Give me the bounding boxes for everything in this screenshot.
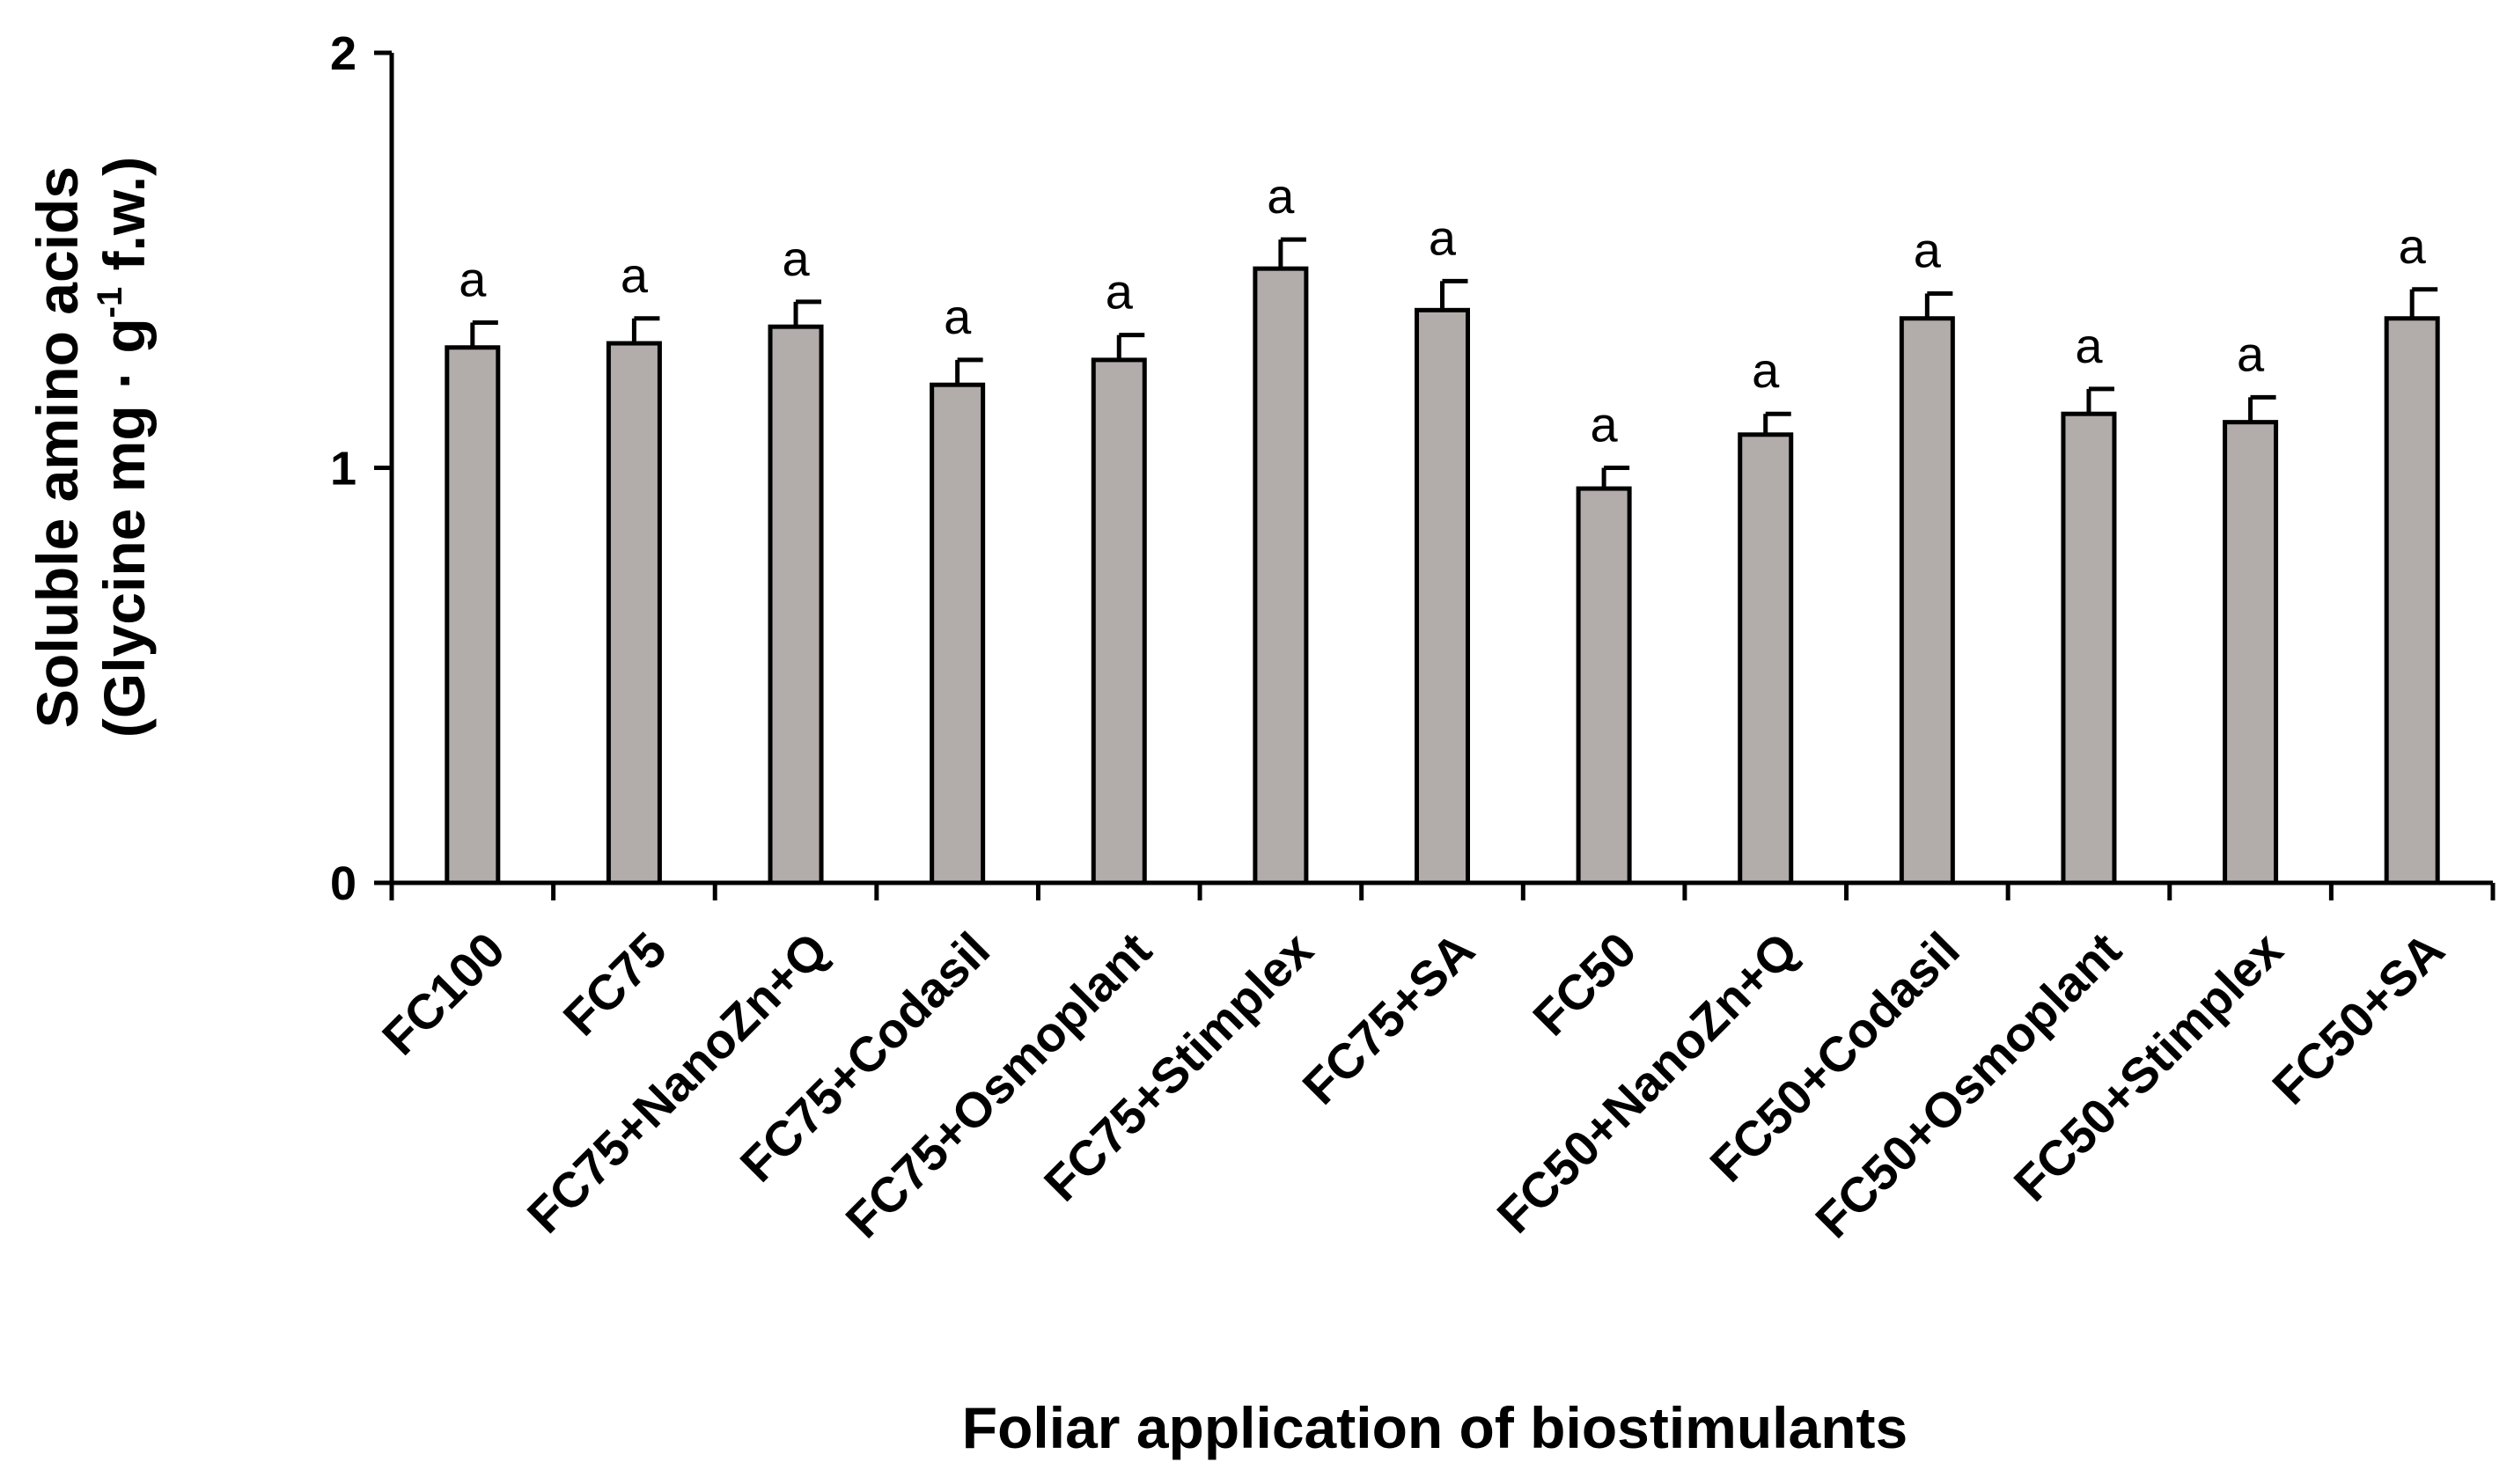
bars-layer xyxy=(445,237,2440,885)
y-axis-title-line2-pre: (Glycine mg · g xyxy=(92,318,157,738)
bar-0 xyxy=(445,345,501,885)
bar-9 xyxy=(1899,316,1955,885)
x-tick-label-7: FC50 xyxy=(1522,922,1646,1046)
x-tick-label-5: FC75+Stimplex xyxy=(1033,922,1324,1212)
significance-label-1: a xyxy=(621,247,649,303)
bar-5 xyxy=(1253,266,1309,885)
x-tick-label-8: FC50+NanoZn+Q xyxy=(1486,922,1808,1244)
significance-label-0: a xyxy=(459,251,487,306)
significance-label-12: a xyxy=(2399,218,2427,274)
bar-1 xyxy=(606,341,662,885)
significance-label-4: a xyxy=(1106,264,1134,320)
significance-label-11: a xyxy=(2237,326,2265,381)
x-tick-label-10: FC50+Osmoplant xyxy=(1805,922,2131,1248)
x-tick-label-1: FC75 xyxy=(553,922,677,1046)
bar-8 xyxy=(1738,432,1794,885)
y-tick-label-2: 2 xyxy=(330,27,357,80)
x-tick-label-6: FC75+SA xyxy=(1291,922,1485,1115)
x-tick-label-0: FC100 xyxy=(371,922,515,1065)
significance-label-7: a xyxy=(1591,397,1619,452)
significance-label-3: a xyxy=(944,289,972,344)
y-axis-title-line2-post: f.w.) xyxy=(92,157,157,287)
y-axis-title-line1: Soluble amino acids xyxy=(25,166,90,728)
bar-4 xyxy=(1091,357,1147,885)
y-axis-title-line2-sup: -1 xyxy=(91,287,129,319)
x-tick-label-2: FC75+NanoZn+Q xyxy=(517,922,839,1244)
x-tick-label-4: FC75+Osmoplant xyxy=(834,922,1161,1248)
y-tick-label-1: 1 xyxy=(330,443,357,496)
axes-layer xyxy=(374,50,2496,900)
significance-label-10: a xyxy=(2075,318,2103,373)
x-tick-label-11: FC50+Stimplex xyxy=(2003,922,2294,1212)
x-tick-label-12: FC50+SA xyxy=(2261,922,2455,1115)
significance-label-8: a xyxy=(1752,342,1780,398)
y-axis-title-line2: (Glycine mg · g-1 f.w.) xyxy=(91,157,157,738)
bar-2 xyxy=(768,324,824,885)
y-tick-label-0: 0 xyxy=(330,857,357,910)
significance-label-2: a xyxy=(782,231,810,286)
significance-label-5: a xyxy=(1267,168,1295,224)
bar-7 xyxy=(1576,486,1632,885)
x-axis-title: Foliar application of biostimulants xyxy=(962,1395,1908,1460)
significance-label-9: a xyxy=(1914,222,1942,277)
bar-11 xyxy=(2223,420,2279,885)
bar-10 xyxy=(2061,411,2117,885)
bar-3 xyxy=(930,382,986,885)
bar-6 xyxy=(1415,307,1470,885)
significance-label-6: a xyxy=(1429,209,1457,265)
bar-12 xyxy=(2384,316,2440,885)
y-axis-title: Soluble amino acids (Glycine mg · g-1 f.… xyxy=(25,157,157,738)
